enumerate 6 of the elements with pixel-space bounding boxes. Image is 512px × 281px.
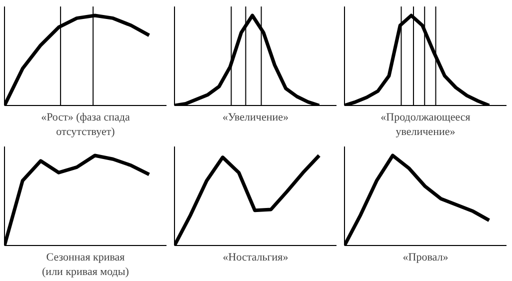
- x-axis-title: «Увеличение»: [222, 112, 289, 124]
- x-axis-title: Сезонная кривая (или кривая моды): [42, 252, 130, 278]
- x-axis-title: «Рост» (фаза спада отсутствует): [41, 112, 130, 138]
- x-axis-title: «Провал»: [402, 252, 448, 264]
- x-axis-title: «Ностальгия»: [222, 252, 288, 264]
- x-axis-title: «Продолжающееся увеличение»: [380, 112, 470, 138]
